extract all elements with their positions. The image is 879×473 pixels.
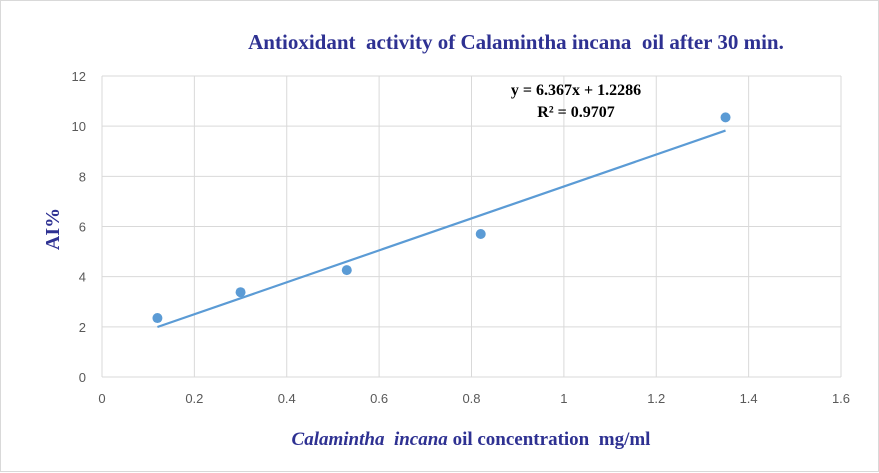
x-tick-label: 0.8 (462, 391, 480, 406)
data-point (152, 313, 163, 324)
data-point (235, 287, 246, 298)
r-squared-label: R² = 0.9707 (537, 104, 614, 121)
y-axis-label: AI% (42, 208, 64, 250)
data-point (720, 112, 731, 123)
chart-title: Antioxidant activity of Calamintha incan… (248, 30, 784, 54)
y-tick-label: 6 (79, 220, 86, 235)
y-tick-label: 2 (79, 320, 86, 335)
x-tick-label: 1.6 (832, 391, 850, 406)
y-tick-label: 4 (79, 270, 86, 285)
x-axis-label-rest: oil concentration mg/ml (448, 429, 651, 450)
data-point (341, 265, 352, 276)
x-axis-label-italic: Calamintha incana (292, 429, 449, 450)
y-tick-label: 10 (72, 119, 86, 134)
x-tick-label: 1.2 (647, 391, 665, 406)
trendline (157, 129, 726, 329)
x-tick-label: 0.6 (370, 391, 388, 406)
y-tick-label: 8 (79, 169, 86, 184)
x-tick-label: 1 (560, 391, 567, 406)
equation-label: y = 6.367x + 1.2286 (511, 82, 641, 99)
x-tick-label: 0.2 (185, 391, 203, 406)
data-point (475, 229, 486, 240)
x-axis-label: Calamintha incana oil concentration mg/m… (292, 429, 651, 450)
y-tick-label: 0 (79, 370, 86, 385)
y-tick-label: 12 (72, 69, 86, 84)
x-tick-label: 1.4 (740, 391, 758, 406)
x-tick-label: 0.4 (278, 391, 296, 406)
x-tick-label: 0 (98, 391, 105, 406)
